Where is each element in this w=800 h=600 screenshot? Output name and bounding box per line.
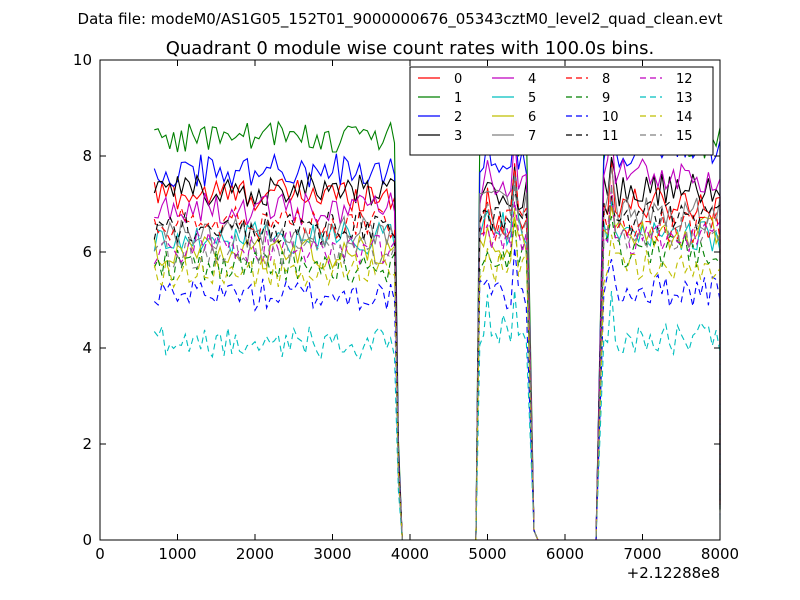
series-line-13 — [153, 290, 721, 541]
legend-label-1: 1 — [454, 91, 462, 106]
legend-label-9: 9 — [602, 91, 610, 106]
series-line-0 — [153, 159, 721, 541]
x-axis-offset-label: +2.12288e8 — [627, 564, 720, 582]
series-line-10 — [153, 247, 721, 541]
series-line-15 — [153, 184, 721, 541]
legend-label-8: 8 — [602, 72, 610, 87]
legend-label-15: 15 — [676, 129, 693, 144]
x-tick-label: 8000 — [701, 545, 739, 563]
legend-label-3: 3 — [454, 129, 462, 144]
y-tick-label: 4 — [82, 339, 92, 357]
y-tick-label: 2 — [82, 435, 92, 453]
x-tick-label: 1000 — [158, 545, 196, 563]
x-tick-label: 0 — [95, 545, 105, 563]
series-line-12 — [153, 184, 721, 541]
x-tick-label: 4000 — [391, 545, 429, 563]
suptitle: Data file: modeM0/AS1G05_152T01_90000006… — [78, 10, 723, 29]
series-layer — [153, 85, 721, 541]
x-tick-label: 6000 — [546, 545, 584, 563]
series-line-9 — [153, 216, 721, 541]
legend-label-4: 4 — [528, 72, 536, 87]
legend-box — [409, 66, 714, 156]
y-tick-label: 6 — [82, 243, 92, 261]
y-tick-label: 0 — [82, 531, 92, 549]
x-tick-label: 3000 — [313, 545, 351, 563]
series-line-14 — [153, 207, 721, 541]
series-line-6 — [153, 206, 721, 541]
legend-label-11: 11 — [602, 129, 619, 144]
chart-title: Quadrant 0 module wise count rates with … — [166, 38, 655, 59]
legend-label-10: 10 — [602, 110, 619, 125]
x-tick-label: 7000 — [623, 545, 661, 563]
legend-label-6: 6 — [528, 110, 536, 125]
series-line-11 — [153, 187, 721, 541]
series-line-8 — [153, 163, 721, 541]
legend-label-13: 13 — [676, 91, 693, 106]
legend-label-2: 2 — [454, 110, 462, 125]
legend-label-0: 0 — [454, 72, 462, 87]
legend-label-7: 7 — [528, 129, 536, 144]
x-tick-label: 2000 — [236, 545, 274, 563]
series-line-7 — [154, 167, 721, 541]
legend-label-14: 14 — [676, 110, 693, 125]
legend-label-5: 5 — [528, 91, 536, 106]
legend-label-12: 12 — [676, 72, 693, 87]
x-tick-label: 5000 — [468, 545, 506, 563]
y-tick-label: 10 — [73, 51, 92, 69]
y-tick-label: 8 — [82, 147, 92, 165]
series-line-2 — [153, 108, 721, 541]
series-line-5 — [153, 172, 721, 541]
